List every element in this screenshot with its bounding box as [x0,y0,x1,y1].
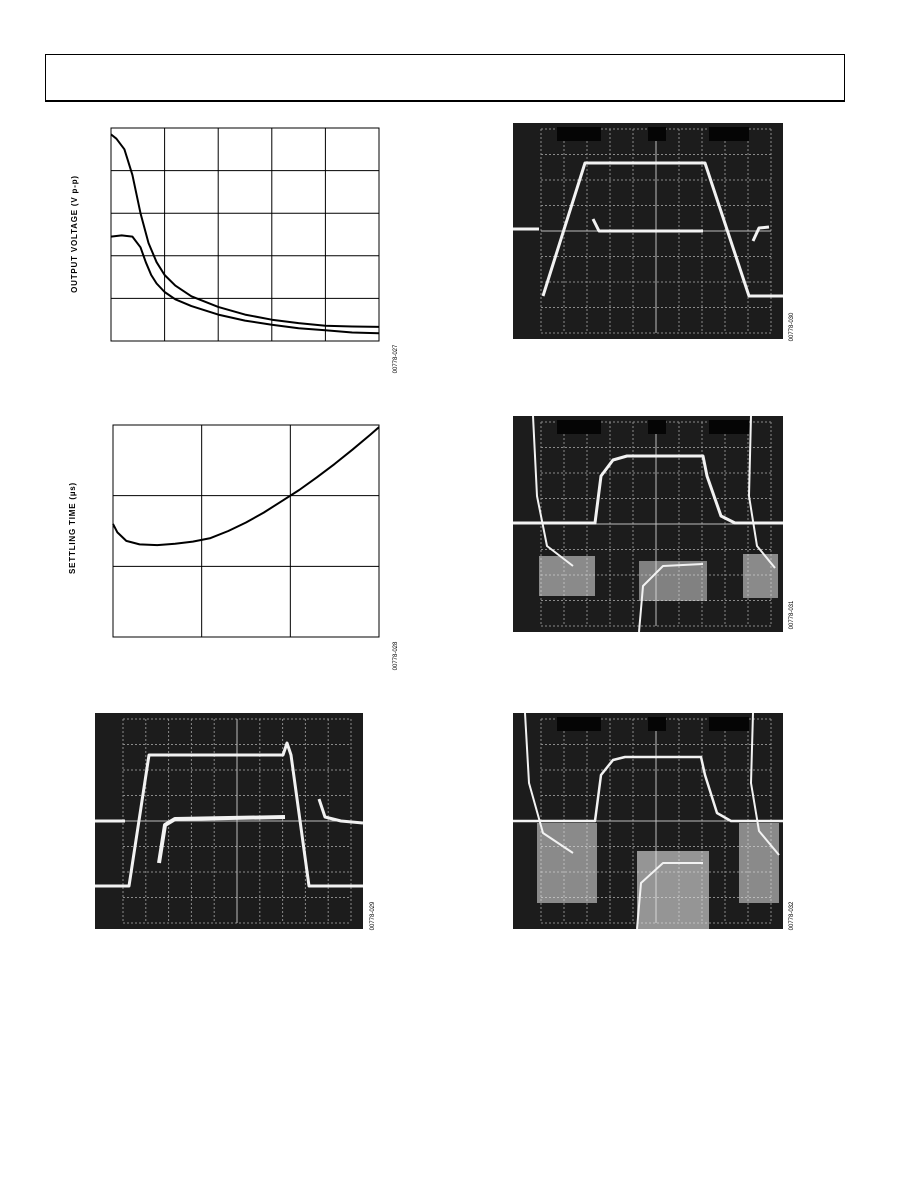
scope-label-box-2 [648,420,666,434]
plot-frame [112,424,380,638]
scope-trace-4 [636,862,703,929]
fig2-ylabel: SETTLING TIME (µs) [68,482,77,574]
fig3-code: 00778-029 [370,901,376,931]
scope-trace-2 [95,741,363,888]
scope-label-box-3 [709,420,749,434]
scope-trace-2 [532,416,574,567]
series-line-2 [110,234,380,335]
scope-trace-3 [748,416,776,569]
scope-trace-4 [751,225,770,242]
fig5-code: 00778-031 [789,600,795,630]
page-header-box [45,54,845,102]
noise-band-3 [739,823,779,903]
noise-band-2 [639,561,707,601]
plot-frame [110,127,380,342]
scope-label-box-2 [648,717,666,731]
scope-label-box-3 [709,717,749,731]
scope-trace-4 [638,563,704,632]
scope-label-box-2 [648,127,666,141]
scope-trace-3 [591,218,703,233]
noise-band-3 [743,554,778,598]
scope-trace-1 [513,454,783,525]
scope-trace-4 [317,798,363,825]
scope-trace-3 [157,815,286,864]
scope-photo-4 [513,123,783,339]
scope-photo-3 [95,713,363,929]
fig1-code: 00778-027 [393,344,399,374]
scope-trace-2 [524,713,574,854]
scope-trace-1 [513,755,783,823]
fig4-code: 00778-030 [789,312,795,342]
series-line-1 [110,133,380,328]
fig1-ylabel: OUTPUT VOLTAGE (V p-p) [70,175,79,293]
settling-time-chart [112,424,380,638]
scope-trace-3 [750,713,780,856]
scope-label-box-1 [557,127,601,141]
fig2-code: 00778-028 [393,641,399,671]
scope-trace-2 [541,161,783,298]
scope-photo-5 [513,416,783,632]
scope-label-box-3 [709,127,749,141]
scope-photo-6 [513,713,783,929]
scope-label-box-1 [557,420,601,434]
series-line-1 [112,426,380,547]
output-voltage-chart [110,127,380,342]
noise-band-1 [539,556,595,596]
scope-label-box-1 [557,717,601,731]
fig6-code: 00778-032 [789,901,795,931]
